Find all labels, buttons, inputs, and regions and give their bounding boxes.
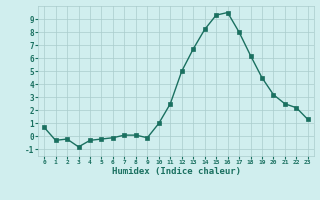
X-axis label: Humidex (Indice chaleur): Humidex (Indice chaleur) xyxy=(111,167,241,176)
